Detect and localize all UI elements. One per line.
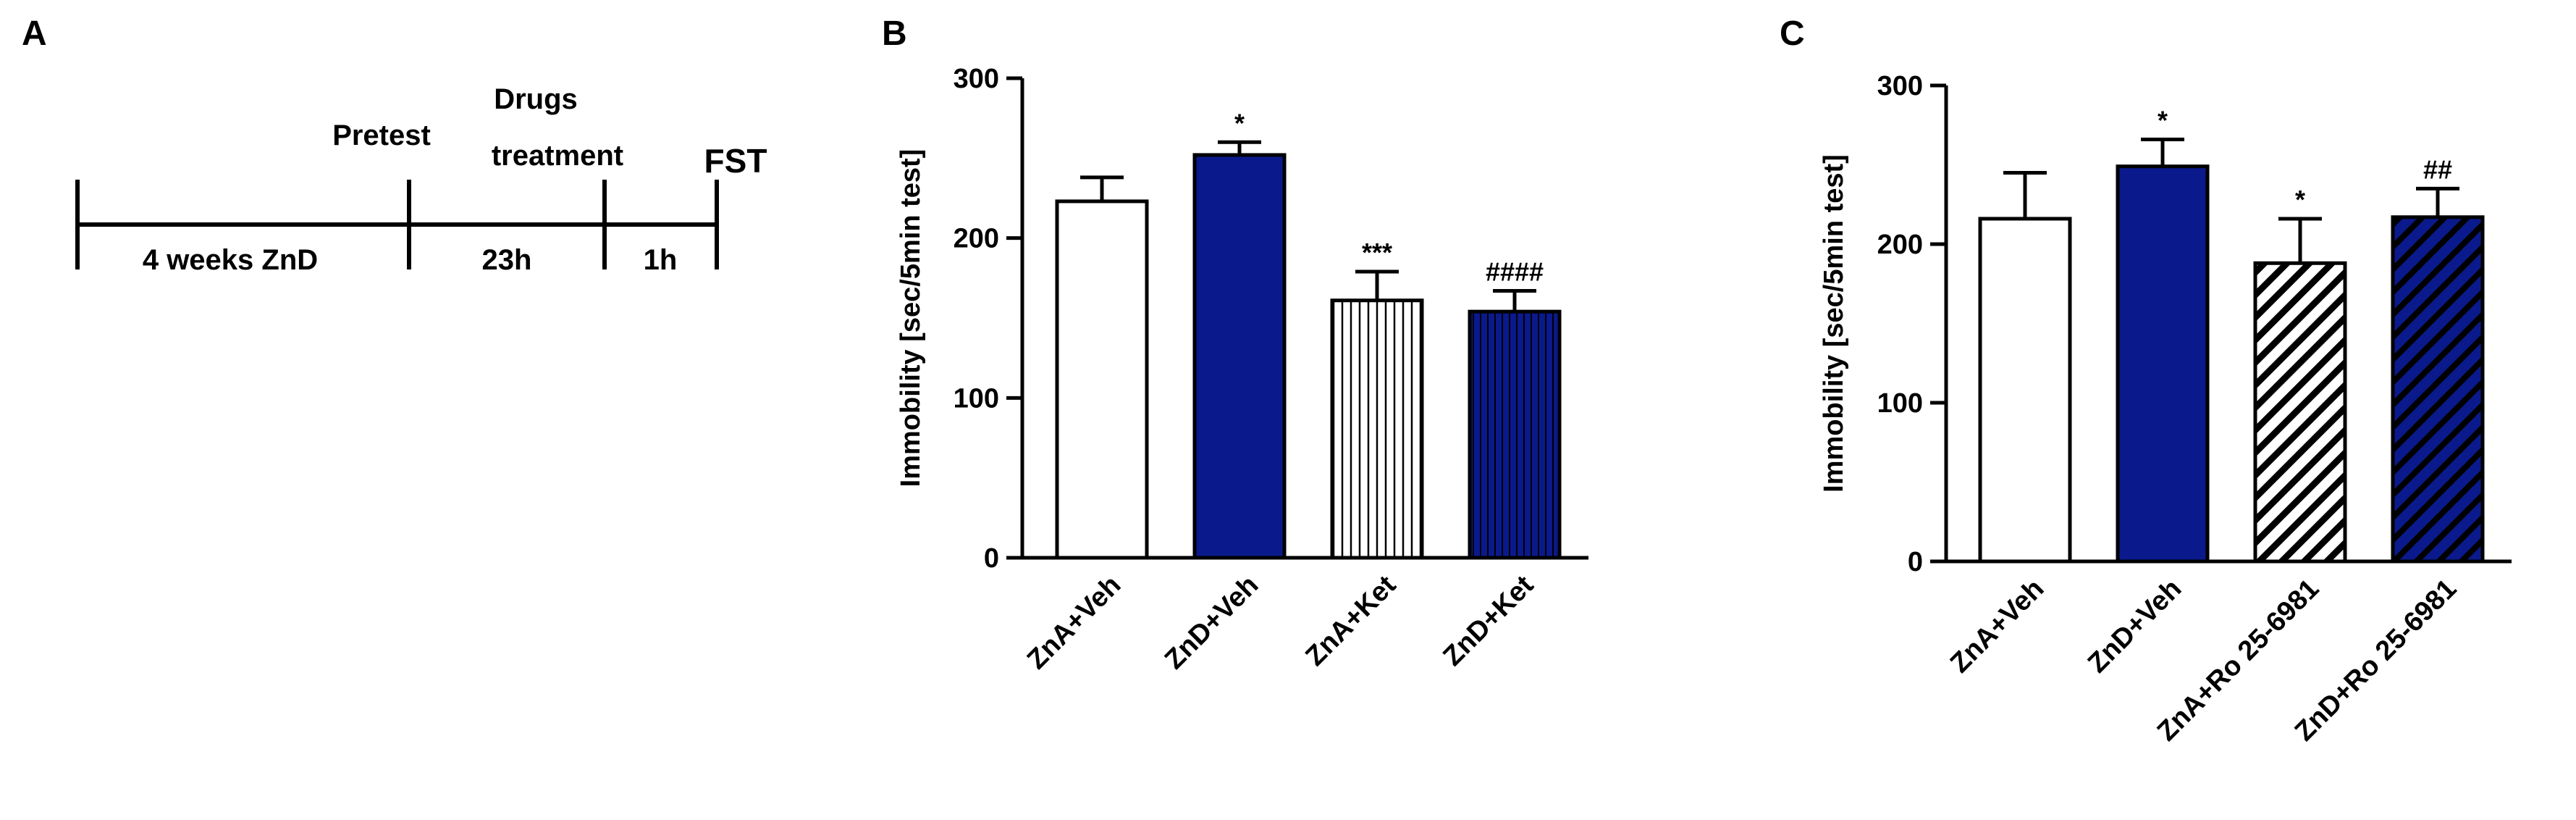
chart-b: 0 100 200 300 Immobility [sec/5min test] ZnA+… xyxy=(896,64,1588,675)
panel-c: C 0 100 200 300 Immobility [sec/5min test] Zn… xyxy=(1780,14,2512,747)
y-tick-label: 200 xyxy=(954,224,999,254)
y-tick-label: 0 xyxy=(1908,547,1923,577)
timeline-segment-1: 4 weeks ZnD xyxy=(143,244,318,276)
category-label: ZnD+Ket xyxy=(1437,569,1539,672)
y-axis-title: Immobility [sec/5min test] xyxy=(896,149,926,488)
bar xyxy=(1330,298,1424,560)
timeline-label-drugs: Drugs xyxy=(494,83,578,115)
panel-a: A Pretest Drugs treatment FST 4 weeks Zn… xyxy=(22,14,767,276)
y-tick-label: 300 xyxy=(1877,71,1923,101)
timeline-segment-2: 23h xyxy=(482,244,532,276)
significance-label: #### xyxy=(1486,256,1544,286)
y-tick-label: 100 xyxy=(1877,388,1923,419)
significance-label: ## xyxy=(2423,154,2452,184)
category-label: ZnA+Veh xyxy=(1022,570,1127,675)
significance-label: * xyxy=(2295,185,2305,214)
bar xyxy=(1055,199,1149,560)
category-label: ZnD+Veh xyxy=(1159,570,1264,675)
panel-b: B 0 100 200 300 Immobility [sec/5min test] Zn… xyxy=(882,14,1588,675)
category-label: ZnA+Veh xyxy=(1945,574,2050,679)
chart-c: 0 100 200 300 Immobility [sec/5min test] ZnA+… xyxy=(1819,71,2512,747)
y-tick-label: 100 xyxy=(954,383,999,414)
bar xyxy=(2391,215,2485,564)
timeline-label-treatment: treatment xyxy=(492,140,623,172)
timeline-label-pretest: Pretest xyxy=(332,120,431,151)
bar xyxy=(1978,217,2072,564)
bar xyxy=(1468,309,1562,560)
y-tick-label: 200 xyxy=(1877,230,1923,260)
y-tick-label: 0 xyxy=(984,543,999,574)
category-label: ZnA+Ket xyxy=(1300,569,1402,672)
timeline-segment-3: 1h xyxy=(644,244,678,276)
panel-label-b: B xyxy=(882,14,907,53)
timeline-label-fst: FST xyxy=(704,142,767,180)
bar xyxy=(1192,153,1287,560)
significance-label: * xyxy=(2158,105,2168,135)
bar xyxy=(2116,164,2210,564)
significance-label: *** xyxy=(1362,238,1392,267)
category-label: ZnD+Veh xyxy=(2082,574,2187,679)
y-tick-label: 300 xyxy=(954,64,999,94)
panel-label-a: A xyxy=(22,14,47,53)
panel-label-c: C xyxy=(1780,14,1805,53)
y-axis-title: Immobility [sec/5min test] xyxy=(1819,154,1849,493)
significance-label: * xyxy=(1234,108,1245,138)
bar xyxy=(2253,261,2347,564)
